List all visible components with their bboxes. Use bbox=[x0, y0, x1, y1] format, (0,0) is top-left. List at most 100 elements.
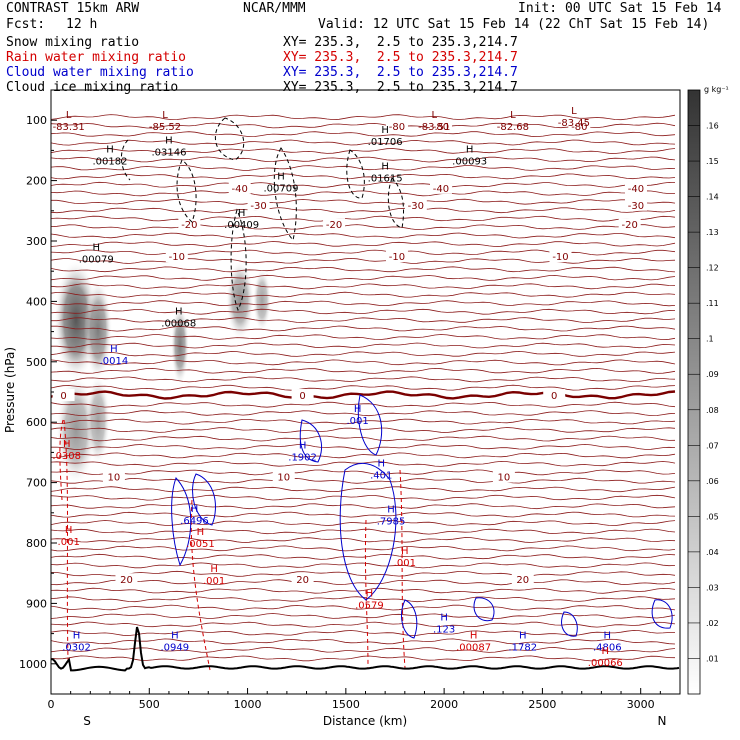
colorbar-tick-label: .12 bbox=[706, 264, 719, 273]
extremum-marker: H bbox=[210, 564, 218, 575]
extremum-marker: L bbox=[510, 110, 516, 121]
extremum-marker: H bbox=[381, 161, 389, 172]
isotherm-line bbox=[51, 410, 676, 417]
isotherm-line bbox=[51, 274, 676, 281]
isotherm-label-bg bbox=[568, 120, 591, 133]
colorbar-tick-label: .08 bbox=[706, 406, 719, 415]
colorbar-tick-label: .02 bbox=[706, 619, 719, 628]
legend-cloud-xy: XY= 235.3, 2.5 to 235.3,214.7 bbox=[283, 65, 518, 80]
extremum-value: .001 bbox=[58, 537, 80, 548]
extremum-value: .00068 bbox=[161, 318, 196, 329]
isotherm-line bbox=[51, 613, 676, 620]
isotherm-line bbox=[51, 342, 676, 349]
isotherm-label: 0 bbox=[60, 391, 66, 402]
isotherm-line bbox=[51, 562, 676, 569]
legend-cloud-label: Cloud water mixing ratio bbox=[6, 65, 194, 80]
colorbar-unit: g kg⁻¹ bbox=[704, 85, 729, 94]
isotherm-line bbox=[51, 553, 676, 560]
isotherm-line bbox=[51, 520, 676, 527]
isotherm-label: -40 bbox=[232, 184, 248, 195]
isotherm-line bbox=[51, 537, 676, 543]
isotherm-label: -80 bbox=[571, 122, 587, 133]
isotherm-label: -30 bbox=[628, 201, 644, 212]
temperature-isotherms: -80 -80 -80-40 -40 -40-30 -30 -30-20 -20 -20-10-… bbox=[51, 114, 676, 662]
isotherm-label-bg bbox=[624, 181, 647, 194]
legend-ice-label: Cloud ice mixing ratio bbox=[6, 80, 179, 95]
init-time: Init: 00 UTC Sat 15 Feb 14 bbox=[518, 1, 722, 16]
isotherm-line bbox=[51, 452, 676, 459]
y-axis-title: Pressure (hPa) bbox=[3, 347, 17, 433]
extremum-marker: H bbox=[354, 404, 362, 415]
isotherm-label: 10 bbox=[108, 473, 121, 484]
y-tick-label: 300 bbox=[26, 235, 47, 248]
isotherm-line bbox=[51, 435, 676, 442]
isotherm-line bbox=[51, 477, 676, 484]
isotherm-label-bg bbox=[492, 470, 515, 483]
legend-snow-label: Snow mixing ratio bbox=[6, 35, 140, 50]
isotherm-line bbox=[51, 427, 676, 433]
extremum-marker: L bbox=[162, 110, 168, 121]
isotherm-line bbox=[51, 401, 676, 408]
legend-rain-xy: XY= 235.3, 2.5 to 235.3,214.7 bbox=[283, 50, 518, 65]
extrema-annotations: L-83.31L-85.52L-83.51L-82.68L-83.45H.001… bbox=[52, 106, 622, 669]
colorbar-tick-label: .03 bbox=[706, 583, 719, 592]
extremum-value: .03146 bbox=[151, 147, 186, 158]
extremum-marker: H bbox=[92, 242, 100, 253]
extremum-value: .001 bbox=[203, 576, 225, 587]
extremum-marker: H bbox=[171, 631, 179, 642]
isotherm-label: -30 bbox=[250, 201, 266, 212]
extremum-marker: H bbox=[440, 613, 448, 624]
isotherm-label: -10 bbox=[552, 252, 568, 263]
south-end-label: S bbox=[83, 714, 91, 728]
extremum-value: .123 bbox=[433, 625, 455, 636]
colorbar-bar bbox=[687, 89, 701, 695]
extremum-marker: H bbox=[401, 546, 409, 557]
extremum-value: .7985 bbox=[377, 516, 406, 527]
isotherm-label: 0 bbox=[551, 391, 557, 402]
isotherm-line bbox=[51, 291, 676, 298]
isotherm-line bbox=[51, 148, 676, 154]
isotherm-line bbox=[51, 173, 676, 180]
extremum-value: -83.31 bbox=[53, 122, 85, 133]
extremum-marker: H bbox=[299, 440, 307, 451]
hydrometeor-contours bbox=[59, 117, 673, 671]
extremum-value: .00093 bbox=[452, 156, 487, 167]
isotherm-line bbox=[51, 469, 676, 476]
isotherm-label: -20 bbox=[326, 220, 342, 231]
extremum-marker: H bbox=[377, 459, 385, 470]
y-tick-label: 100 bbox=[26, 114, 47, 127]
isotherm-label-bg bbox=[511, 573, 534, 586]
isotherm-line bbox=[51, 511, 676, 518]
y-tick-label: 800 bbox=[26, 537, 47, 550]
extremum-value: -83.45 bbox=[558, 118, 590, 129]
colorbar-tick-label: .05 bbox=[706, 512, 719, 521]
extremum-value: .0579 bbox=[355, 600, 384, 611]
extremum-value: -82.68 bbox=[497, 122, 529, 133]
isotherm-line bbox=[51, 325, 676, 332]
extremum-marker: L bbox=[66, 110, 72, 121]
isotherm-line bbox=[51, 376, 676, 383]
isotherm-line bbox=[51, 131, 676, 138]
model-title: CONTRAST 15km ARW bbox=[6, 1, 140, 16]
legend-snow-xy: XY= 235.3, 2.5 to 235.3,214.7 bbox=[283, 35, 518, 50]
colorbar-tick-label: .09 bbox=[706, 370, 719, 379]
isotherm-label-bg bbox=[178, 218, 201, 231]
isotherm-label-bg bbox=[385, 120, 408, 133]
isotherm-line bbox=[51, 334, 676, 341]
isotherm-line bbox=[51, 384, 676, 391]
isotherm-line bbox=[51, 494, 676, 501]
x-tick-label: 0 bbox=[48, 698, 55, 711]
colorbar-tick-label: .11 bbox=[706, 299, 719, 308]
isotherm-label: -10 bbox=[389, 252, 405, 263]
extremum-value: .0302 bbox=[62, 643, 91, 654]
isotherm-label-bg bbox=[291, 389, 314, 402]
isotherm-line bbox=[51, 579, 676, 586]
colorbar-tick-label: .1 bbox=[706, 335, 714, 344]
isotherm-line bbox=[51, 418, 676, 425]
x-tick-label: 1500 bbox=[332, 698, 360, 711]
isotherm-label: -40 bbox=[433, 184, 449, 195]
isotherm-label-bg bbox=[102, 470, 125, 483]
isotherm-line bbox=[51, 587, 676, 594]
extremum-value: .0949 bbox=[161, 643, 190, 654]
